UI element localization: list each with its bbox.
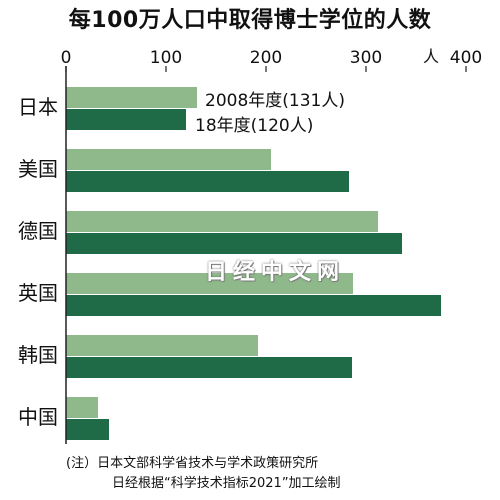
x-tick-label-100: 100 <box>150 48 182 68</box>
legend-label-2008: 2008年度(131人) <box>205 91 345 111</box>
chart-title: 每100万人口中取得博士学位的人数 <box>68 8 432 33</box>
category-label-中国: 中国 <box>18 405 58 429</box>
x-tick-label-0: 0 <box>61 48 72 68</box>
category-label-日本: 日本 <box>18 95 58 119</box>
category-label-美国: 美国 <box>18 157 58 181</box>
bars <box>66 87 441 440</box>
category-label-韩国: 韩国 <box>18 343 58 367</box>
category-label-德国: 德国 <box>18 219 58 243</box>
bar-美国-series-2 <box>66 171 349 192</box>
source-note-line2: 日经根据“科学技术指标2021”加工绘制 <box>112 476 341 491</box>
x-tick-label-200: 200 <box>250 48 282 68</box>
bar-德国-series-2 <box>66 233 402 254</box>
watermark-text: 日经中文网 <box>205 260 346 285</box>
source-note-line1: (注）日本文部科学省技术与学术政策研究所 <box>66 456 319 471</box>
bar-英国-series-2 <box>66 295 441 316</box>
x-axis-ticks: 0 100 200 300 400 人 <box>61 47 482 72</box>
bar-中国-series-1 <box>66 397 98 418</box>
x-tick-label-300: 300 <box>350 48 382 68</box>
x-tick-label-400: 400 <box>450 48 482 68</box>
bar-韩国-series-1 <box>66 335 258 356</box>
bar-韩国-series-2 <box>66 357 352 378</box>
bar-英国-series-1 <box>66 273 353 294</box>
bar-日本-series-2 <box>66 109 186 130</box>
bar-美国-series-1 <box>66 149 271 170</box>
x-axis-unit-label: 人 <box>423 47 439 66</box>
category-label-英国: 英国 <box>18 281 58 305</box>
legend-label-18: 18年度(120人) <box>195 116 314 136</box>
bar-德国-series-1 <box>66 211 378 232</box>
bar-中国-series-2 <box>66 419 109 440</box>
bar-日本-series-1 <box>66 87 197 108</box>
